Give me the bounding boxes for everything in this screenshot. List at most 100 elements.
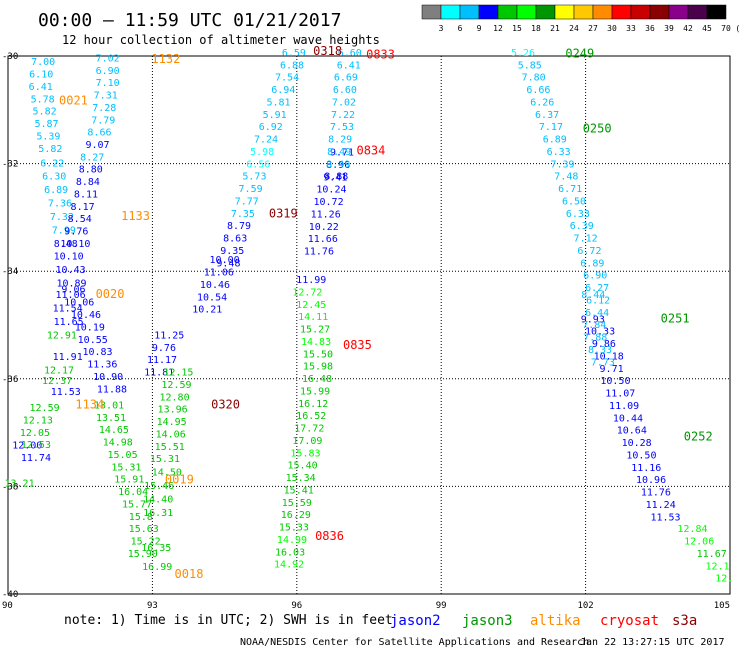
pass-time-label: 1133 xyxy=(121,209,150,223)
wave-height-label: 10.21 xyxy=(192,305,222,316)
wave-height-label: 10.64 xyxy=(617,426,647,437)
wave-height-label: 12.00 xyxy=(12,441,42,452)
colorbar-label: 70 xyxy=(721,24,731,33)
wave-height-label: 8.17 xyxy=(71,202,95,213)
colorbar-swatch xyxy=(497,4,518,20)
colorbar-swatch xyxy=(535,4,556,20)
colorbar-label: 12 xyxy=(493,24,503,33)
colorbar-label: 30 xyxy=(607,24,617,33)
wave-height-label: 7.17 xyxy=(539,122,563,133)
colorbar-label: 45 xyxy=(702,24,712,33)
wave-height-label: 15.8 xyxy=(129,512,153,523)
pass-time-label: 0020 xyxy=(96,287,125,301)
wave-height-label: 6.59 xyxy=(282,48,306,59)
wave-height-label: 7.39 xyxy=(550,159,574,170)
wave-height-label: 10.55 xyxy=(78,335,108,346)
wave-height-label: 9.86 xyxy=(592,339,616,350)
wave-height-label: 8.80 xyxy=(79,165,103,176)
wave-height-label: 12.72 xyxy=(292,287,322,298)
wave-height-label: 6.66 xyxy=(526,85,550,96)
wave-height-label: 16.12 xyxy=(298,399,328,410)
legend-jason2: jason2 xyxy=(390,613,441,629)
wave-height-label: 15.40 xyxy=(288,461,318,472)
pass-time-label: 0320 xyxy=(211,397,240,411)
y-tick-label: -34 xyxy=(2,267,18,277)
wave-height-label: 11.25 xyxy=(154,330,184,341)
wave-height-label: 5.98 xyxy=(250,147,274,158)
wave-height-label: 6.44 xyxy=(585,308,609,319)
wave-height-label: 6.60 xyxy=(333,85,357,96)
wave-height-label: 9.71 xyxy=(600,364,624,375)
wave-height-label: 6.72 xyxy=(577,246,601,257)
wave-height-label: 9.76 xyxy=(64,227,88,238)
wave-height-label: 12. xyxy=(715,574,733,585)
wave-height-label: 15.33 xyxy=(279,523,309,534)
wave-height-label: 7.02 xyxy=(332,97,356,108)
wave-height-label: 6.37 xyxy=(535,110,559,121)
wave-height-label: 11.76 xyxy=(641,488,671,499)
wave-height-label: 8.29 xyxy=(328,135,352,146)
wave-height-label: 15.51 xyxy=(155,442,185,453)
legend-altika: altika xyxy=(530,613,581,629)
wave-height-label: 14.95 xyxy=(157,417,187,428)
colorbar-label: 6 xyxy=(458,24,463,33)
wave-height-label: 11.24 xyxy=(646,500,676,511)
wave-height-label: 7.28 xyxy=(92,103,116,114)
wave-height-label: 6.89 xyxy=(580,258,604,269)
colorbar-swatch xyxy=(611,4,632,20)
wave-height-label: 16.52 xyxy=(296,411,326,422)
wave-height-label: 12.05 xyxy=(20,428,50,439)
pass-time-label: 0252 xyxy=(684,430,713,444)
pass-time-label: 0249 xyxy=(565,47,594,61)
wave-height-label: 10.89 xyxy=(56,278,86,289)
wave-height-label: 6.90 xyxy=(96,66,120,77)
colorbar-swatch xyxy=(459,4,480,20)
colorbar-swatch xyxy=(516,4,537,20)
wave-height-label: 15.46 xyxy=(144,481,174,492)
wave-height-points: 7.006.106.415.785.825.875.395.826.226.30… xyxy=(4,48,733,585)
wave-height-label: 8.49 xyxy=(326,159,350,170)
wave-height-label: 7.54 xyxy=(275,73,299,84)
wave-height-label: 7.99 xyxy=(52,226,76,237)
wave-height-label: 13.01 xyxy=(94,400,124,411)
wave-height-label: 14.99 xyxy=(277,535,307,546)
wave-height-label: 5.78 xyxy=(31,94,55,105)
wave-height-label: 7.77 xyxy=(235,196,259,207)
colorbar-label: 36 xyxy=(645,24,655,33)
wave-height-label: 8.88 xyxy=(324,172,348,183)
wave-height-label: 6.30 xyxy=(42,172,66,183)
wave-height-label: 11.53 xyxy=(650,512,680,523)
wave-height-label: 15.41 xyxy=(284,485,314,496)
colorbar-swatch xyxy=(554,4,575,20)
pass-time-label: 0319 xyxy=(269,206,298,220)
colorbar-label: 33 xyxy=(626,24,636,33)
plot-frame xyxy=(7,55,731,595)
wave-height-label: 8.11 xyxy=(74,189,98,200)
wave-height-label: 6.41 xyxy=(337,60,361,71)
pass-time-label: 0019 xyxy=(165,473,194,487)
colorbar-label: 27 xyxy=(588,24,598,33)
wave-height-label: 12.91 xyxy=(47,330,77,341)
wave-height-label: 17.09 xyxy=(292,436,322,447)
grid-lines xyxy=(8,56,730,594)
wave-height-label: 11.07 xyxy=(605,389,635,400)
wave-height-label: 6.10 xyxy=(29,70,53,81)
chart-title: 00:00 – 11:59 UTC 01/21/2017 xyxy=(38,10,341,31)
wave-height-label: 6.22 xyxy=(40,158,64,169)
wave-height-label: 12.59 xyxy=(161,380,191,391)
wave-height-label: 6.71 xyxy=(558,184,582,195)
wave-height-label: 10.46 xyxy=(200,280,230,291)
pass-time-label: 0318 xyxy=(313,44,342,58)
wave-height-label: 16.03 xyxy=(275,547,305,558)
wave-height-label: 7.53 xyxy=(330,122,354,133)
wave-height-label: 12.80 xyxy=(159,392,189,403)
pass-time-label: 0833 xyxy=(366,48,395,62)
wave-height-label: 15.05 xyxy=(108,450,138,461)
wave-height-label: 6.90 xyxy=(583,271,607,282)
y-tick-label: -40 xyxy=(2,590,18,600)
wave-height-label: 7.10 xyxy=(96,78,120,89)
wave-height-label: 8.27 xyxy=(80,152,104,163)
colorbar-swatch xyxy=(630,4,651,20)
